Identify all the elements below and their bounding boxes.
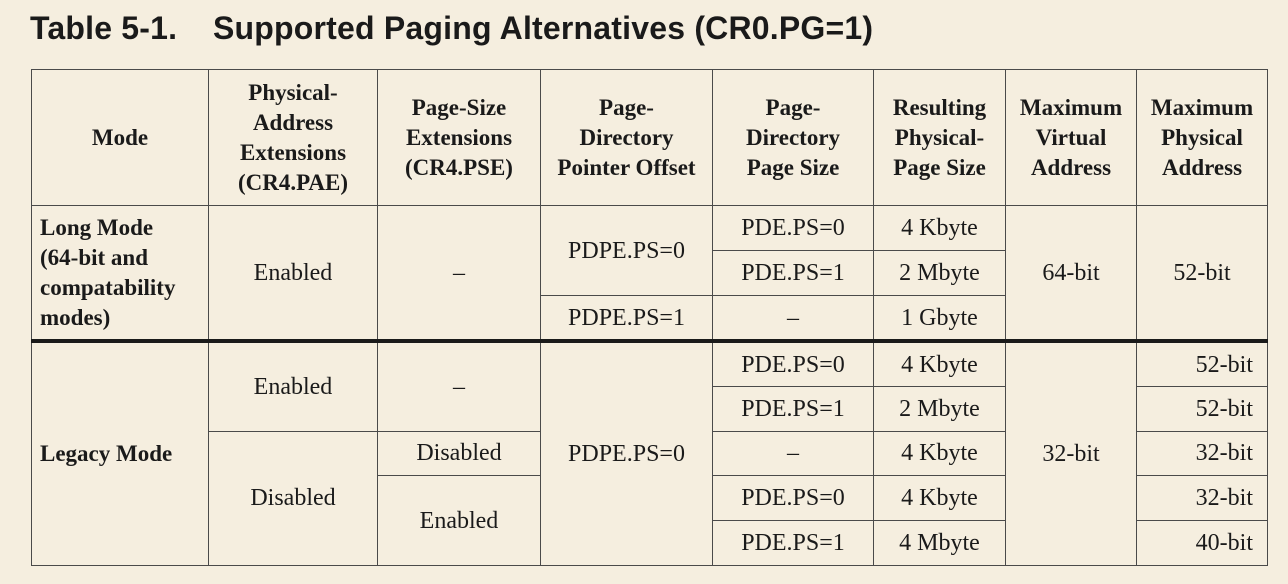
legacy-mode-pae: Enabled bbox=[208, 339, 378, 432]
header-mode: Mode bbox=[31, 68, 209, 207]
pde-cell: PDE.PS=0 bbox=[712, 205, 874, 252]
header-pae: Physical- Address Extensions (CR4.PAE) bbox=[208, 68, 378, 207]
table-title: Supported Paging Alternatives (CR0.PG=1) bbox=[213, 10, 874, 46]
long-mode-pdpe: PDPE.PS=1 bbox=[540, 295, 713, 342]
page-size-cell: 2 Mbyte bbox=[873, 385, 1006, 432]
pde-cell: PDE.PS=1 bbox=[712, 250, 874, 297]
long-mode-pdpe: PDPE.PS=0 bbox=[540, 205, 713, 297]
header-pd-page-size: Page- Directory Page Size bbox=[712, 68, 874, 207]
page-size-cell: 4 Kbyte bbox=[873, 430, 1006, 477]
table-row: PDE.PS=1 2 Mbyte bbox=[32, 250, 1268, 297]
legacy-mode-pae: Disabled bbox=[208, 430, 378, 567]
pde-cell: PDE.PS=0 bbox=[712, 475, 874, 522]
physical-cell: 32-bit bbox=[1136, 430, 1268, 477]
page-size-cell: 4 Mbyte bbox=[873, 520, 1006, 566]
table-row: PDE.PS=1 2 Mbyte 52-bit bbox=[32, 385, 1268, 432]
long-mode-virtual: 64-bit bbox=[1005, 205, 1137, 342]
table-row: Disabled Disabled – 4 Kbyte 32-bit bbox=[32, 430, 1268, 567]
table-caption: Table 5-1. Supported Paging Alternatives … bbox=[30, 10, 873, 47]
legacy-mode-pse: Enabled bbox=[377, 475, 541, 566]
paging-alternatives-table: Mode Physical- Address Extensions (CR4.PAE)… bbox=[31, 68, 1268, 567]
table-row: Long Mode (64-bit and compatability modes) … bbox=[31, 205, 1268, 342]
legacy-mode-virtual: 32-bit bbox=[1005, 339, 1137, 567]
long-mode-pse: – bbox=[377, 205, 541, 342]
long-mode-label: Long Mode (64-bit and compatability modes) bbox=[31, 205, 209, 342]
header-pdp-offset: Page- Directory Pointer Offset bbox=[540, 68, 713, 207]
header-row: Mode Physical- Address Extensions (CR4.PAE)… bbox=[31, 68, 1268, 207]
table-row: PDE.PS=1 4 Mbyte 40-bit bbox=[32, 520, 1268, 566]
header-max-physical: Maximum Physical Address bbox=[1136, 68, 1268, 207]
long-mode-physical: 52-bit bbox=[1136, 205, 1268, 342]
physical-cell: 52-bit bbox=[1136, 385, 1268, 432]
header-pse: Page-Size Extensions (CR4.PSE) bbox=[377, 68, 541, 207]
long-mode-pae: Enabled bbox=[208, 205, 378, 342]
pde-cell: PDE.PS=0 bbox=[712, 339, 874, 387]
physical-cell: 52-bit bbox=[1136, 339, 1268, 387]
page-size-cell: 4 Kbyte bbox=[873, 475, 1006, 522]
page-size-cell: 4 Kbyte bbox=[873, 205, 1006, 252]
pde-cell: – bbox=[712, 295, 874, 342]
header-max-virtual: Maximum Virtual Address bbox=[1005, 68, 1137, 207]
legacy-mode-pse: – bbox=[377, 339, 541, 432]
pde-cell: – bbox=[712, 430, 874, 477]
table-row: Enabled PDE.PS=0 4 Kbyte 32-bit bbox=[32, 475, 1268, 566]
page-size-cell: 4 Kbyte bbox=[873, 339, 1006, 387]
pde-cell: PDE.PS=1 bbox=[712, 385, 874, 432]
page-size-cell: 2 Mbyte bbox=[873, 250, 1006, 297]
legacy-mode-pdpe: PDPE.PS=0 bbox=[540, 339, 713, 567]
page-size-cell: 1 Gbyte bbox=[873, 295, 1006, 342]
pde-cell: PDE.PS=1 bbox=[712, 520, 874, 566]
table-row: Legacy Mode Enabled – PDPE.PS=0 PDE.PS=0… bbox=[31, 339, 1268, 567]
physical-cell: 32-bit bbox=[1136, 475, 1268, 522]
legacy-mode-pse: Disabled bbox=[377, 430, 541, 477]
header-physical-page-size: Resulting Physical- Page Size bbox=[873, 68, 1006, 207]
physical-cell: 40-bit bbox=[1136, 520, 1268, 566]
legacy-mode-label: Legacy Mode bbox=[31, 339, 209, 567]
table-number: Table 5-1. bbox=[30, 10, 178, 46]
